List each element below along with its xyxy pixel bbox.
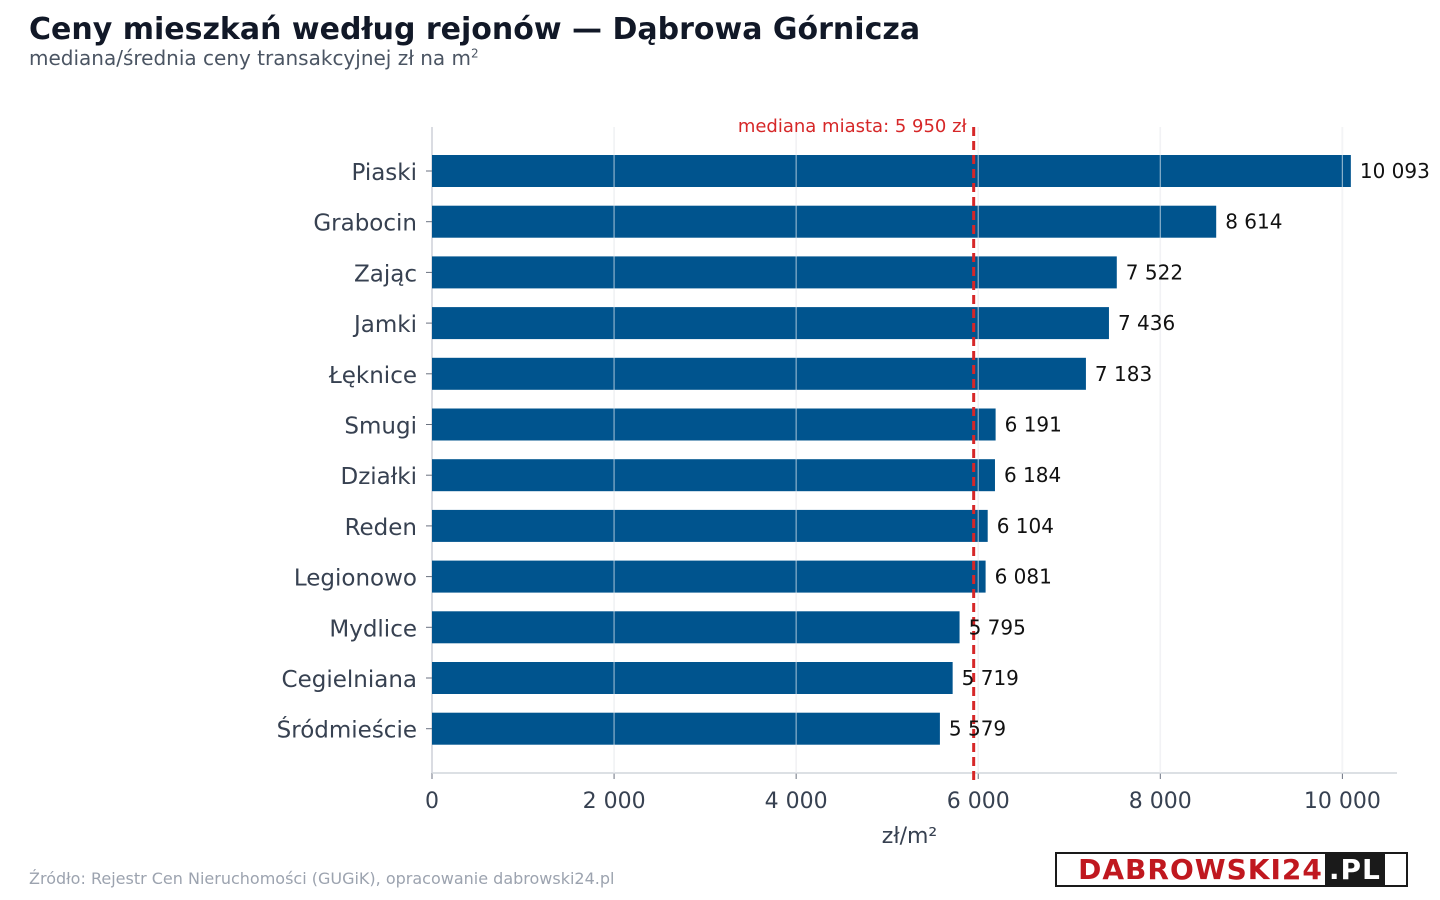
category-label: Zając (354, 261, 417, 287)
logo-main-text: DABROWSKI24 (1078, 853, 1323, 886)
source-note: Źródło: Rejestr Cen Nieruchomości (GUGiK… (29, 869, 615, 888)
x-tick-label: 2 000 (583, 789, 646, 814)
category-label: Legionowo (294, 566, 417, 592)
bar (432, 256, 1117, 289)
value-label: 6 191 (1005, 413, 1062, 437)
bar (432, 509, 988, 542)
bar (432, 357, 1086, 390)
category-label: Grabocin (313, 211, 417, 237)
category-label: Cegielniana (282, 667, 417, 693)
bar (432, 307, 1109, 340)
x-tick-label: 8 000 (1129, 789, 1192, 814)
bar (432, 662, 953, 694)
category-label: Smugi (344, 414, 417, 440)
bar (432, 611, 960, 644)
category-label: Mydlice (329, 616, 417, 642)
category-label: Jamki (352, 312, 417, 338)
subtitle-text: mediana/średnia ceny transakcyjnej zł na… (29, 46, 472, 70)
value-label: 7 436 (1118, 311, 1175, 335)
chart-title: Ceny mieszkań według rejonów — Dąbrowa G… (29, 12, 921, 47)
bar (432, 712, 940, 745)
value-label: 7 522 (1126, 260, 1183, 284)
subtitle-superscript: 2 (471, 46, 479, 61)
brand-logo: DABROWSKI24 .PL (1055, 852, 1408, 887)
category-label: Śródmieście (277, 716, 417, 744)
x-tick-label: 6 000 (947, 789, 1010, 814)
value-label: 6 081 (995, 565, 1052, 589)
value-label: 5 795 (969, 615, 1026, 639)
bar (432, 560, 986, 593)
value-label: 10 093 (1360, 159, 1430, 183)
bar (432, 408, 996, 441)
value-label: 8 614 (1225, 210, 1282, 234)
x-tick-label: 0 (425, 789, 439, 814)
bar (432, 459, 995, 492)
value-label: 5 719 (962, 666, 1019, 690)
x-axis-title: zł/m² (882, 824, 937, 849)
bar (432, 155, 1351, 187)
category-label: Reden (345, 515, 417, 541)
category-label: Łęknice (328, 363, 417, 389)
value-label: 6 104 (997, 514, 1054, 538)
value-label: 7 183 (1095, 362, 1152, 386)
value-label: 6 184 (1004, 463, 1061, 487)
x-tick-label: 10 000 (1304, 789, 1381, 814)
logo-tld-text: .PL (1324, 854, 1385, 885)
value-label: 5 579 (949, 717, 1006, 741)
median-reference-label: mediana miasta: 5 950 zł (738, 116, 968, 137)
chart-subtitle: mediana/średnia ceny transakcyjnej zł na… (29, 46, 479, 70)
x-tick-label: 4 000 (765, 789, 828, 814)
bar (432, 205, 1217, 238)
category-label: Działki (340, 464, 417, 490)
category-label: Piaski (351, 160, 417, 186)
